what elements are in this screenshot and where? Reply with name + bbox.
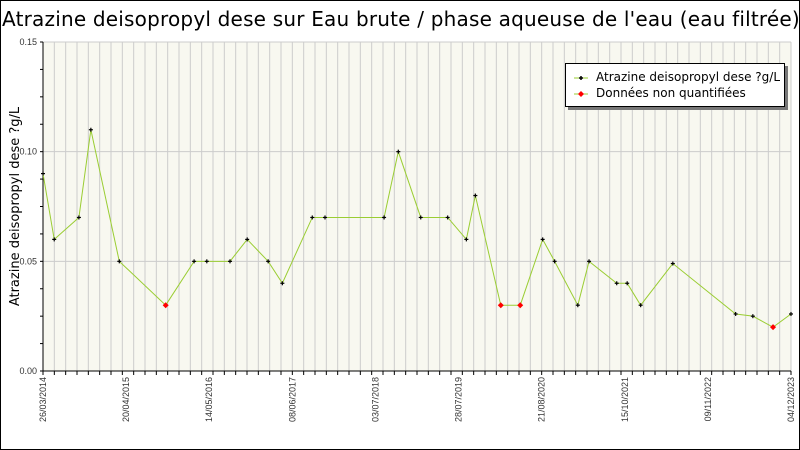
svg-text:21/08/2020: 21/08/2020	[537, 377, 547, 422]
svg-text:20/04/2015: 20/04/2015	[121, 377, 131, 422]
series-line	[42, 129, 792, 328]
legend-item-measured: Atrazine deisopropyl dese ?g/L	[574, 69, 780, 85]
svg-text:26/03/2014: 26/03/2014	[38, 377, 48, 422]
y-axis-ticks: 0.00 0.05 0.10 0.15	[19, 37, 43, 376]
legend: Atrazine deisopropyl dese ?g/L Données n…	[565, 63, 785, 107]
red-diamond-marker-icon	[574, 88, 588, 98]
svg-text:28/07/2019: 28/07/2019	[454, 377, 464, 422]
svg-text:09/11/2022: 09/11/2022	[703, 377, 713, 421]
svg-text:03/07/2018: 03/07/2018	[370, 377, 380, 422]
horizontal-gridlines	[43, 41, 791, 262]
cross-marker-icon	[574, 72, 588, 82]
chart-title: Atrazine deisopropyl dese sur Eau brute …	[2, 7, 800, 31]
svg-text:0.05: 0.05	[19, 256, 37, 266]
svg-text:0.00: 0.00	[19, 366, 37, 376]
legend-label-measured: Atrazine deisopropyl dese ?g/L	[596, 70, 781, 84]
y-axis-label: Atrazine deisopropyl dese ?g/L	[8, 106, 23, 306]
svg-text:04/12/2023: 04/12/2023	[786, 377, 796, 422]
svg-text:15/10/2021: 15/10/2021	[620, 377, 630, 422]
legend-label-nonquantified: Données non quantifiées	[596, 86, 746, 100]
svg-text:0.10: 0.10	[19, 147, 37, 157]
data-point-markers	[41, 127, 793, 331]
svg-text:0.15: 0.15	[19, 37, 37, 47]
svg-text:08/06/2017: 08/06/2017	[287, 377, 297, 422]
legend-item-nonquantified: Données non quantifiées	[574, 85, 746, 101]
svg-text:14/05/2016: 14/05/2016	[204, 377, 214, 422]
x-axis-ticks: 26/03/2014 20/04/2015 14/05/2016 08/06/2017…	[38, 371, 796, 422]
